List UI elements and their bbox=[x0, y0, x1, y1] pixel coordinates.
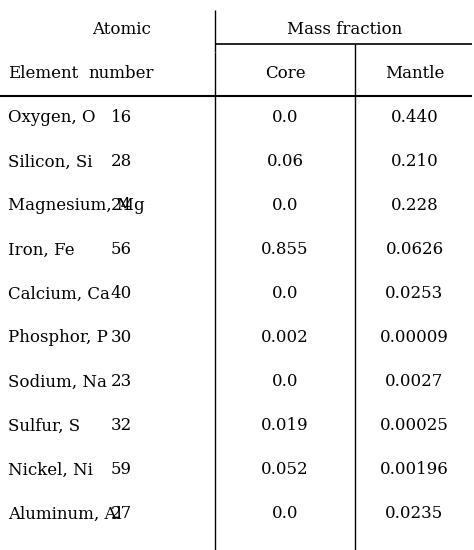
Text: Sodium, Na: Sodium, Na bbox=[8, 373, 107, 390]
Text: 0.052: 0.052 bbox=[261, 461, 309, 478]
Text: 30: 30 bbox=[111, 329, 132, 346]
Text: 0.06: 0.06 bbox=[266, 153, 303, 170]
Text: 0.0253: 0.0253 bbox=[385, 285, 444, 302]
Text: 0.0: 0.0 bbox=[272, 197, 298, 214]
Text: 0.0027: 0.0027 bbox=[385, 373, 444, 390]
Text: Nickel, Ni: Nickel, Ni bbox=[8, 461, 93, 478]
Text: 32: 32 bbox=[111, 417, 132, 434]
Text: 28: 28 bbox=[111, 153, 132, 170]
Text: 0.00009: 0.00009 bbox=[380, 329, 449, 346]
Text: Phosphor, P: Phosphor, P bbox=[8, 329, 108, 346]
Text: 24: 24 bbox=[111, 197, 132, 214]
Text: 0.0: 0.0 bbox=[272, 109, 298, 126]
Text: 27: 27 bbox=[111, 505, 132, 522]
Text: 0.0235: 0.0235 bbox=[385, 505, 444, 522]
Text: 0.210: 0.210 bbox=[391, 153, 438, 170]
Text: 16: 16 bbox=[111, 109, 132, 126]
Text: 0.00196: 0.00196 bbox=[380, 461, 449, 478]
Text: 0.00025: 0.00025 bbox=[380, 417, 449, 434]
Text: Iron, Fe: Iron, Fe bbox=[8, 241, 74, 258]
Text: 56: 56 bbox=[111, 241, 132, 258]
Text: Element: Element bbox=[8, 65, 78, 82]
Text: Silicon, Si: Silicon, Si bbox=[8, 153, 92, 170]
Text: 0.019: 0.019 bbox=[261, 417, 309, 434]
Text: 0.440: 0.440 bbox=[391, 109, 438, 126]
Text: Mass fraction: Mass fraction bbox=[287, 21, 402, 38]
Text: 0.0: 0.0 bbox=[272, 373, 298, 390]
Text: Mantle: Mantle bbox=[385, 65, 444, 82]
Text: 0.0: 0.0 bbox=[272, 285, 298, 302]
Text: 0.0: 0.0 bbox=[272, 505, 298, 522]
Text: Aluminum, Al: Aluminum, Al bbox=[8, 505, 122, 522]
Text: 0.855: 0.855 bbox=[261, 241, 309, 258]
Text: Magnesium, Mg: Magnesium, Mg bbox=[8, 197, 145, 214]
Text: 0.228: 0.228 bbox=[391, 197, 438, 214]
Text: 59: 59 bbox=[111, 461, 132, 478]
Text: Core: Core bbox=[264, 65, 305, 82]
Text: 40: 40 bbox=[111, 285, 132, 302]
Text: Sulfur, S: Sulfur, S bbox=[8, 417, 80, 434]
Text: 0.002: 0.002 bbox=[261, 329, 309, 346]
Text: 0.0626: 0.0626 bbox=[385, 241, 444, 258]
Text: Atomic: Atomic bbox=[92, 21, 151, 38]
Text: Calcium, Ca: Calcium, Ca bbox=[8, 285, 110, 302]
Text: Oxygen, O: Oxygen, O bbox=[8, 109, 95, 126]
Text: 23: 23 bbox=[111, 373, 132, 390]
Text: number: number bbox=[89, 65, 154, 82]
